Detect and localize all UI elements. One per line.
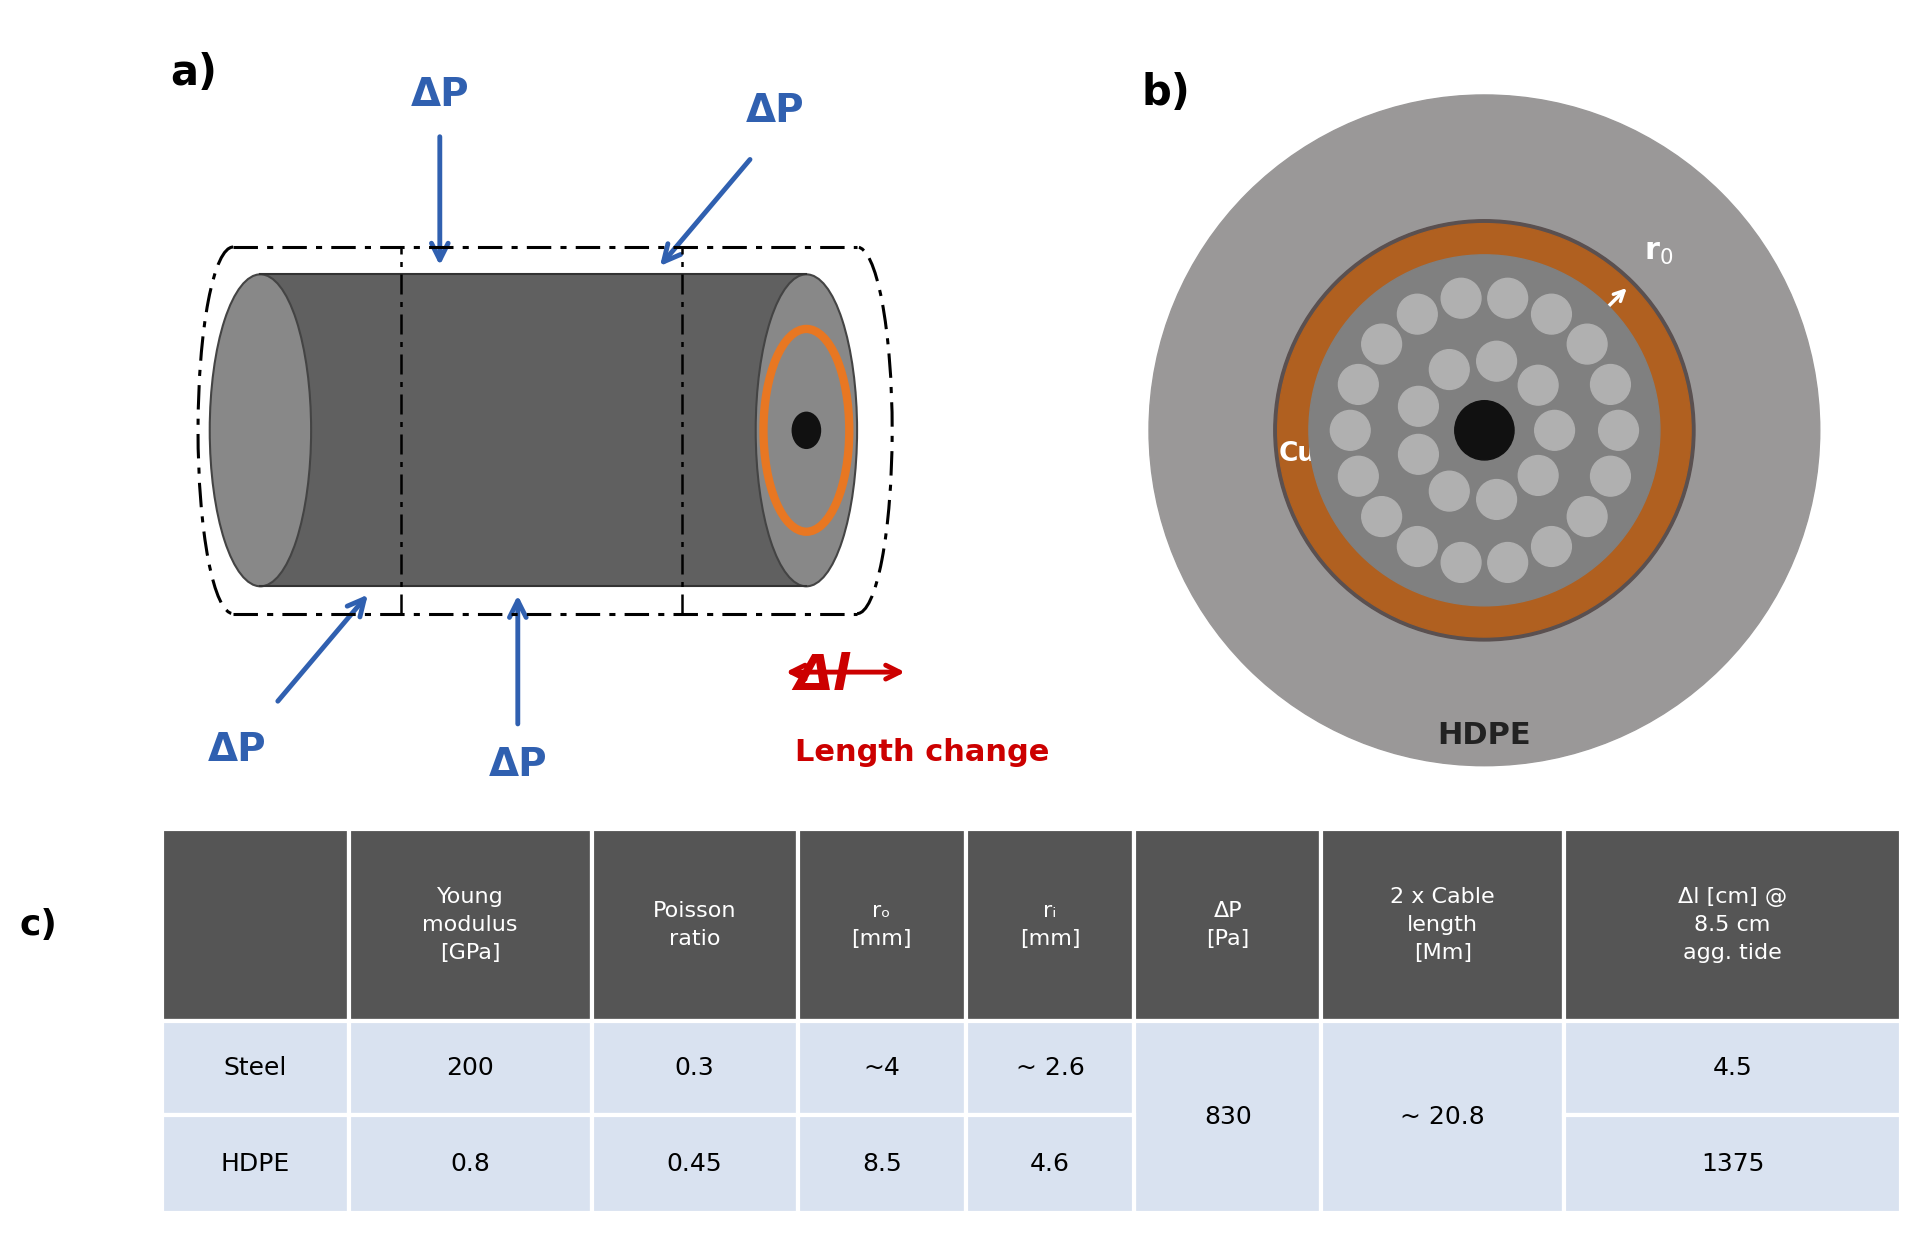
Text: ~ 20.8: ~ 20.8	[1400, 1106, 1484, 1129]
FancyBboxPatch shape	[966, 829, 1135, 1021]
Circle shape	[1309, 255, 1661, 605]
Circle shape	[1148, 95, 1820, 765]
Circle shape	[1567, 324, 1607, 364]
Text: ΔP: ΔP	[207, 730, 267, 769]
Circle shape	[1361, 496, 1402, 536]
Polygon shape	[261, 275, 806, 587]
Circle shape	[1519, 456, 1557, 495]
Text: ΔP
[Pa]: ΔP [Pa]	[1206, 901, 1250, 950]
Text: Δl: Δl	[795, 652, 851, 699]
FancyBboxPatch shape	[1135, 1021, 1321, 1213]
Text: HDPE: HDPE	[1438, 721, 1532, 750]
Text: c): c)	[19, 909, 58, 942]
FancyBboxPatch shape	[1565, 829, 1901, 1021]
Circle shape	[1361, 324, 1402, 364]
Text: 2 x Cable
length
[Mm]: 2 x Cable length [Mm]	[1390, 888, 1496, 963]
Circle shape	[1331, 411, 1371, 451]
Circle shape	[1590, 457, 1630, 496]
Circle shape	[1476, 479, 1517, 520]
Text: r$_0$: r$_0$	[1644, 238, 1674, 266]
FancyBboxPatch shape	[349, 829, 591, 1021]
Ellipse shape	[756, 275, 856, 587]
Circle shape	[1519, 365, 1557, 405]
Circle shape	[1398, 386, 1438, 426]
Circle shape	[1590, 364, 1630, 405]
FancyBboxPatch shape	[1565, 1115, 1901, 1213]
Circle shape	[1476, 342, 1517, 381]
Text: ~ 2.6: ~ 2.6	[1016, 1056, 1085, 1081]
FancyBboxPatch shape	[966, 1115, 1135, 1213]
FancyBboxPatch shape	[591, 829, 797, 1021]
FancyBboxPatch shape	[349, 1021, 591, 1115]
Circle shape	[1534, 411, 1574, 451]
Text: rₒ
[mm]: rₒ [mm]	[851, 901, 912, 950]
Circle shape	[1567, 496, 1607, 536]
Text: HDPE: HDPE	[221, 1153, 290, 1176]
Circle shape	[1488, 542, 1528, 582]
Circle shape	[1398, 295, 1438, 334]
Text: 4.6: 4.6	[1029, 1153, 1069, 1176]
FancyBboxPatch shape	[1321, 1021, 1565, 1213]
FancyBboxPatch shape	[966, 1021, 1135, 1115]
Text: Steel: Steel	[1423, 385, 1500, 411]
Text: rᵢ
[mm]: rᵢ [mm]	[1020, 901, 1081, 950]
Text: Poisson
ratio: Poisson ratio	[653, 901, 737, 950]
Text: Δl [cm] @
8.5 cm
agg. tide: Δl [cm] @ 8.5 cm agg. tide	[1678, 888, 1788, 963]
Text: 4.5: 4.5	[1713, 1056, 1753, 1081]
FancyBboxPatch shape	[1321, 829, 1565, 1021]
Text: 0.45: 0.45	[666, 1153, 722, 1176]
Circle shape	[1532, 295, 1571, 334]
Text: ΔP: ΔP	[745, 92, 804, 130]
FancyBboxPatch shape	[161, 1021, 349, 1115]
FancyBboxPatch shape	[1565, 1021, 1901, 1115]
Circle shape	[1398, 435, 1438, 474]
FancyBboxPatch shape	[161, 829, 349, 1021]
Text: b): b)	[1140, 72, 1190, 114]
FancyBboxPatch shape	[591, 1115, 797, 1213]
Circle shape	[1455, 401, 1515, 461]
Text: 1375: 1375	[1701, 1153, 1764, 1176]
Circle shape	[1338, 364, 1379, 405]
Text: ΔP: ΔP	[411, 77, 468, 114]
Text: Cu: Cu	[1279, 441, 1317, 467]
Text: a): a)	[171, 52, 217, 94]
FancyBboxPatch shape	[349, 1115, 591, 1213]
FancyBboxPatch shape	[1135, 829, 1321, 1021]
Text: 0.8: 0.8	[451, 1153, 490, 1176]
Circle shape	[1428, 349, 1469, 390]
Circle shape	[1532, 526, 1571, 567]
Circle shape	[1488, 279, 1528, 318]
Text: 8.5: 8.5	[862, 1153, 902, 1176]
Circle shape	[1428, 472, 1469, 511]
Text: ΔP: ΔP	[488, 747, 547, 784]
Text: Young
modulus
[GPa]: Young modulus [GPa]	[422, 888, 518, 963]
Text: Steel: Steel	[223, 1056, 286, 1081]
Text: ~4: ~4	[864, 1056, 900, 1081]
Ellipse shape	[209, 275, 311, 587]
Circle shape	[1442, 542, 1480, 582]
Circle shape	[1273, 219, 1695, 641]
FancyBboxPatch shape	[797, 1021, 966, 1115]
Text: Length change: Length change	[795, 738, 1048, 768]
FancyBboxPatch shape	[797, 829, 966, 1021]
Text: 830: 830	[1204, 1106, 1252, 1129]
Text: r$_i$: r$_i$	[1511, 473, 1534, 503]
FancyBboxPatch shape	[161, 1115, 349, 1213]
Text: 0.3: 0.3	[674, 1056, 714, 1081]
FancyBboxPatch shape	[797, 1115, 966, 1213]
FancyBboxPatch shape	[591, 1021, 797, 1115]
Text: 200: 200	[445, 1056, 493, 1081]
Circle shape	[1599, 411, 1638, 451]
Circle shape	[1338, 457, 1379, 496]
Circle shape	[1277, 224, 1692, 638]
Circle shape	[1442, 279, 1480, 318]
Ellipse shape	[791, 411, 822, 449]
Circle shape	[1398, 526, 1438, 567]
